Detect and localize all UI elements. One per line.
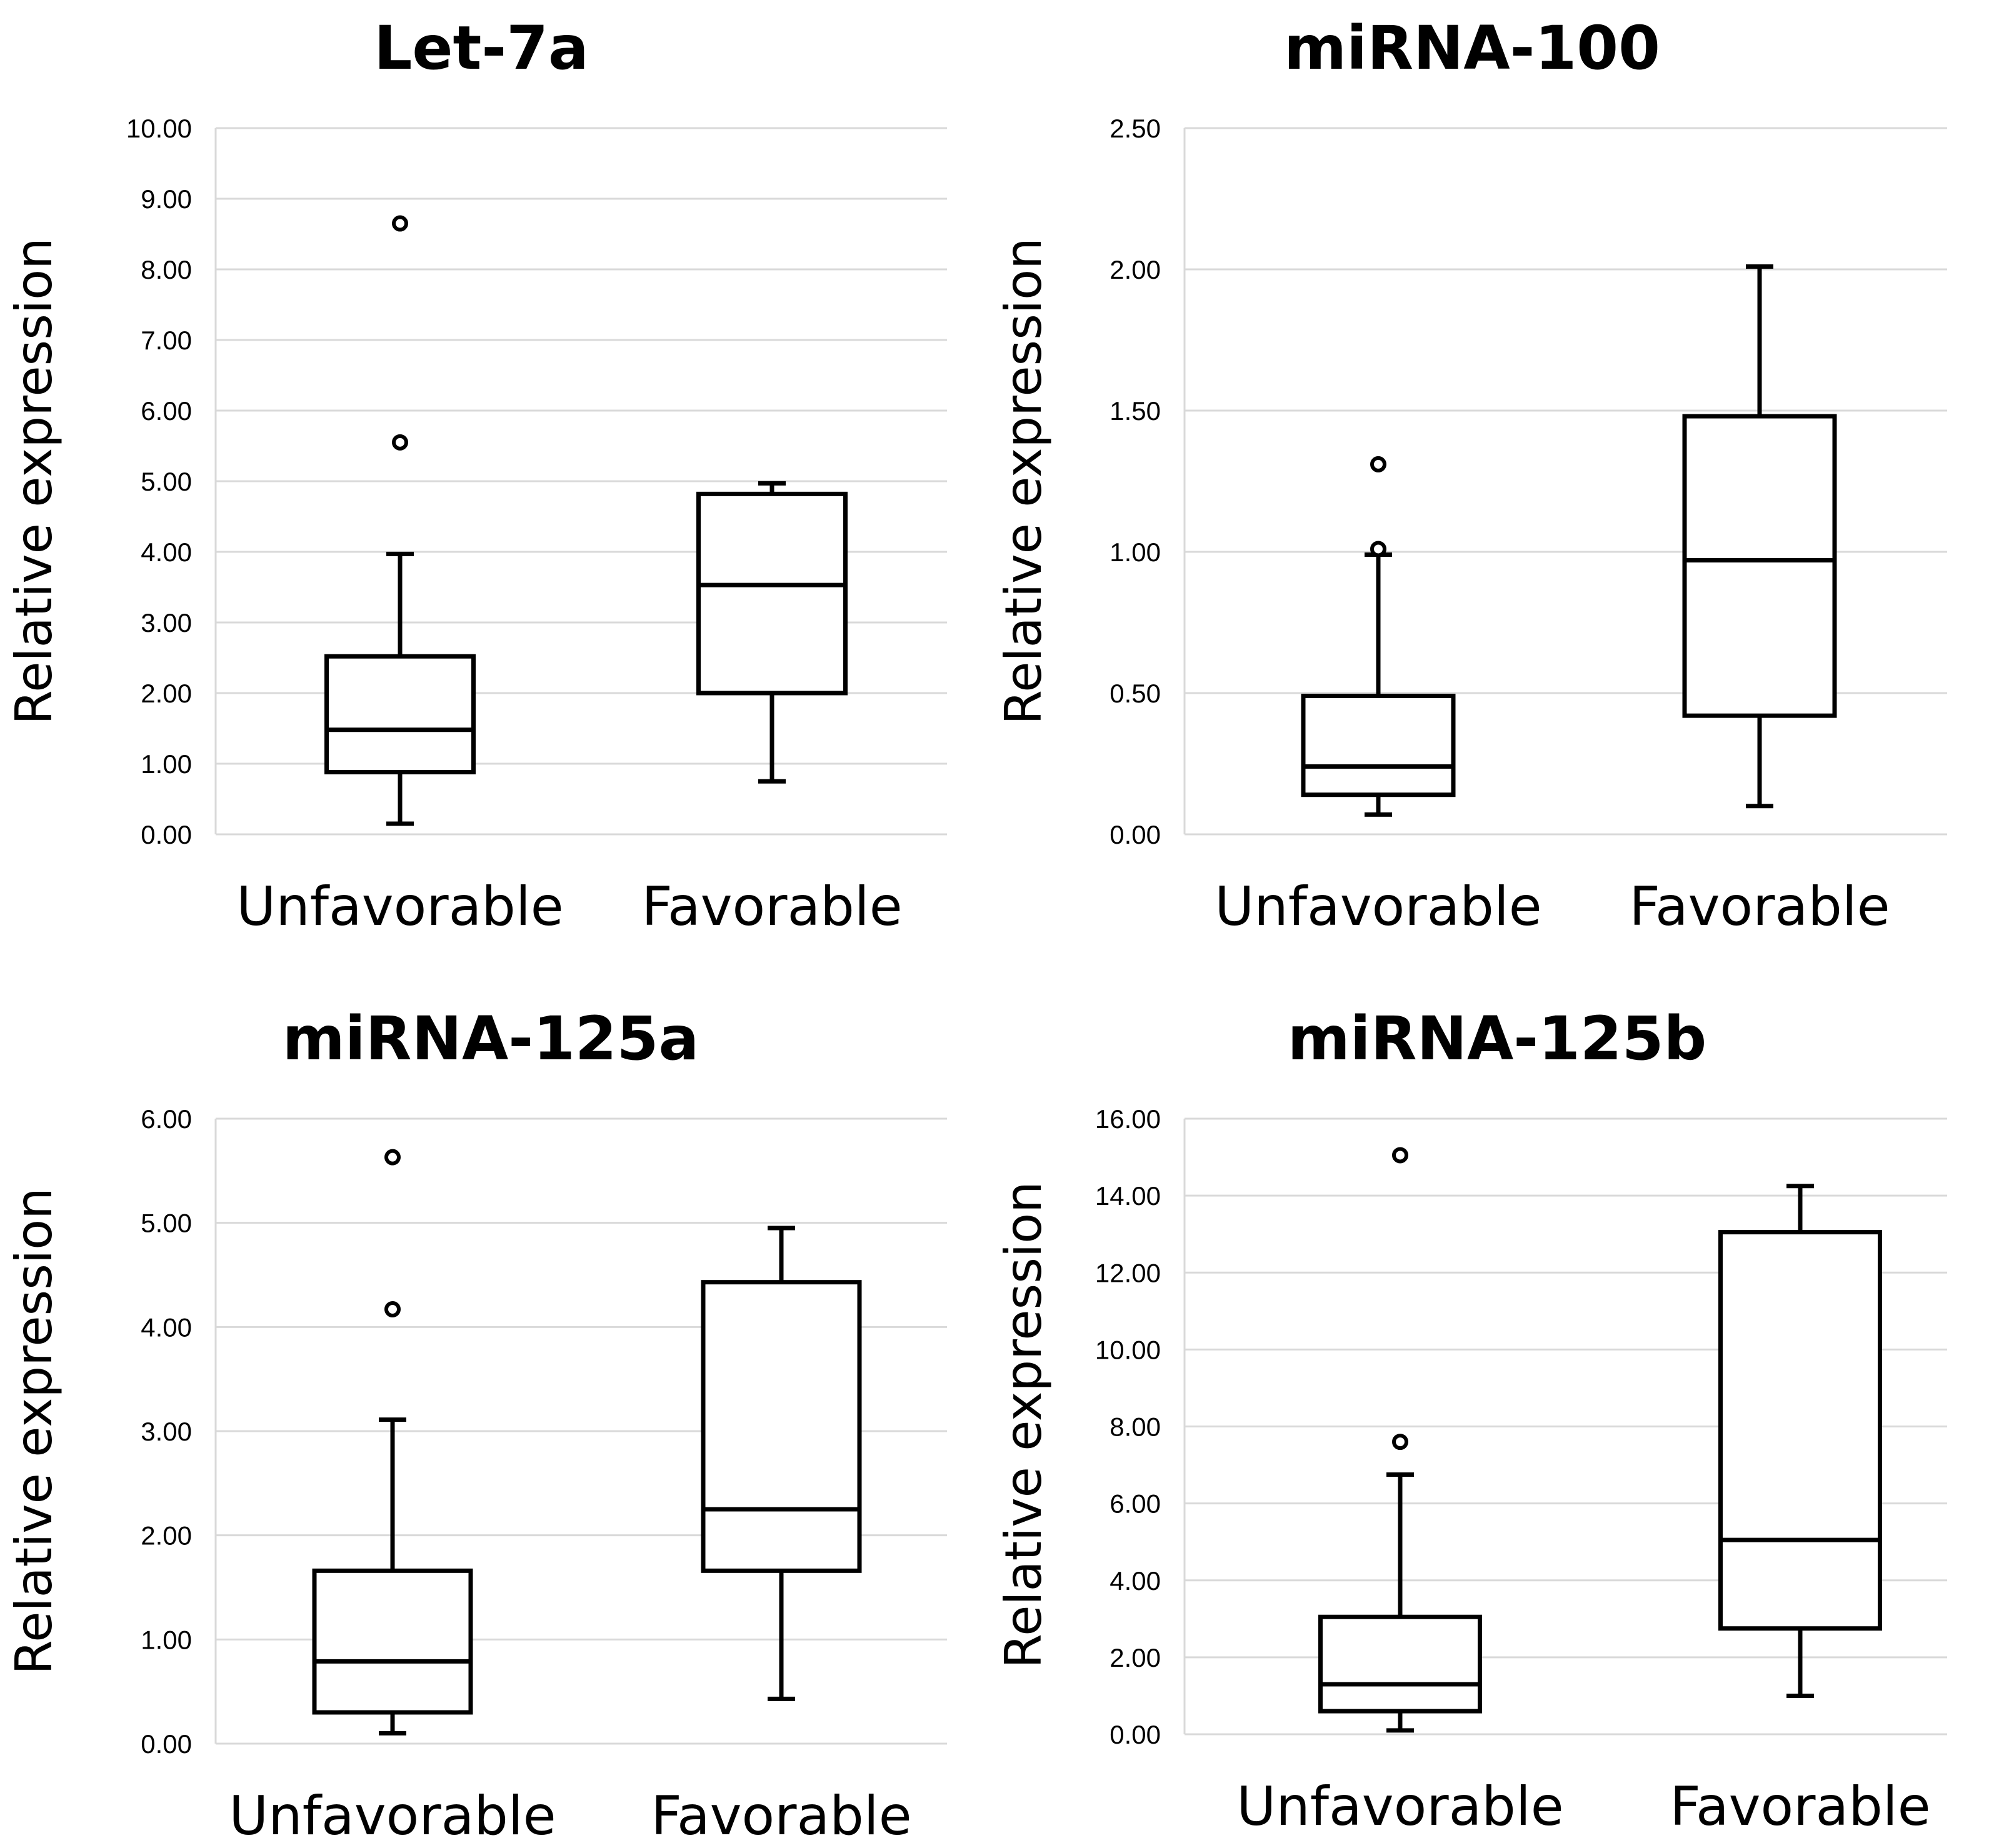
category-label: Favorable [641, 876, 902, 938]
y-tick-label: 4.00 [141, 1312, 192, 1342]
box-favorable [696, 481, 848, 784]
y-tick-label: 6.00 [141, 1104, 192, 1134]
y-tick-label: 0.50 [1110, 679, 1161, 708]
y-tick-label: 1.00 [141, 1625, 192, 1654]
outlier-point [1392, 1147, 1408, 1164]
y-tick-label: 16.00 [1095, 1104, 1161, 1134]
y-axis-label: Relative expression [994, 1181, 1053, 1669]
iqr-box [1682, 414, 1837, 718]
y-tick-label: 8.00 [141, 255, 192, 284]
outlier-point [1370, 541, 1386, 557]
category-label: Favorable [1670, 1776, 1930, 1838]
iqr-box [701, 1280, 862, 1573]
outlier-point [392, 215, 408, 232]
y-tick-label: 2.00 [141, 679, 192, 708]
iqr-box [1318, 1614, 1482, 1714]
y-tick-label: 9.00 [141, 184, 192, 214]
y-tick-label: 5.00 [141, 467, 192, 496]
panel-let-7a: 0.00 1.00 2.00 3.00 4.00 5.00 6.00 7.00 8.00 9.00… [5, 13, 947, 938]
y-axis-label: Relative expression [994, 237, 1053, 725]
panel-mirna-125b: 0.00 2.00 4.00 6.00 8.00 10.00 12.00 14.00 16.00… [994, 1004, 1947, 1838]
y-tick-label: 0.00 [1110, 820, 1161, 849]
chart-title: miRNA-100 [1284, 13, 1660, 83]
y-tick-label: 14.00 [1095, 1181, 1161, 1211]
panel-mirna-125a: 0.00 1.00 2.00 3.00 4.00 5.00 6.00 miRNA-125a Re… [5, 1004, 947, 1847]
box-favorable [1682, 264, 1837, 809]
outlier-point [392, 434, 408, 451]
y-tick-label: 4.00 [1110, 1566, 1161, 1596]
y-tick-label: 6.00 [141, 396, 192, 426]
iqr-box [696, 491, 848, 696]
chart-title: Let-7a [374, 13, 589, 83]
category-label: Unfavorable [236, 876, 563, 938]
y-tick-label: 0.00 [141, 1729, 192, 1759]
y-tick-label: 0.00 [1110, 1720, 1161, 1749]
box-unfavorable [1301, 456, 1456, 817]
y-tick-label: 6.00 [1110, 1489, 1161, 1519]
y-tick-label: 3.00 [141, 608, 192, 637]
y-tick-label: 5.00 [141, 1209, 192, 1238]
y-tick-label: 2.00 [141, 1521, 192, 1551]
y-tick-label: 12.00 [1095, 1258, 1161, 1287]
y-tick-label: 10.00 [1095, 1335, 1161, 1364]
iqr-box [1301, 694, 1456, 797]
y-tick-label: 2.50 [1110, 114, 1161, 143]
y-axis-label: Relative expression [5, 1187, 63, 1675]
category-label: Favorable [651, 1785, 911, 1847]
panel-mirna-100: 0.00 0.50 1.00 1.50 2.00 2.50 miRNA-100 Relativ… [994, 13, 1947, 938]
category-label: Unfavorable [229, 1785, 556, 1847]
iqr-box [1718, 1230, 1882, 1631]
chart-title: miRNA-125b [1288, 1004, 1706, 1074]
box-unfavorable [312, 1149, 473, 1736]
y-tick-label: 3.00 [141, 1417, 192, 1446]
y-tick-label: 1.00 [1110, 537, 1161, 567]
outlier-point [1392, 1434, 1408, 1451]
chart-title: miRNA-125a [283, 1004, 699, 1074]
category-label: Favorable [1629, 876, 1890, 938]
box-favorable [1718, 1184, 1882, 1698]
iqr-box [312, 1568, 473, 1715]
y-tick-label: 8.00 [1110, 1412, 1161, 1442]
y-tick-label: 1.00 [141, 749, 192, 779]
y-tick-label: 2.00 [1110, 1643, 1161, 1672]
y-tick-label: 7.00 [141, 326, 192, 355]
category-label: Unfavorable [1236, 1776, 1563, 1838]
outlier-point [1370, 456, 1386, 472]
category-label: Unfavorable [1215, 876, 1541, 938]
y-tick-label: 10.00 [126, 114, 192, 143]
iqr-box [324, 654, 476, 775]
box-unfavorable [324, 215, 476, 826]
y-tick-label: 1.50 [1110, 396, 1161, 426]
y-tick-label: 4.00 [141, 537, 192, 567]
box-favorable [701, 1226, 862, 1701]
y-axis-label: Relative expression [5, 237, 63, 725]
outlier-point [384, 1301, 401, 1317]
y-tick-label: 2.00 [1110, 255, 1161, 284]
box-unfavorable [1318, 1147, 1482, 1733]
y-tick-label: 0.00 [141, 820, 192, 849]
outlier-point [384, 1149, 401, 1166]
